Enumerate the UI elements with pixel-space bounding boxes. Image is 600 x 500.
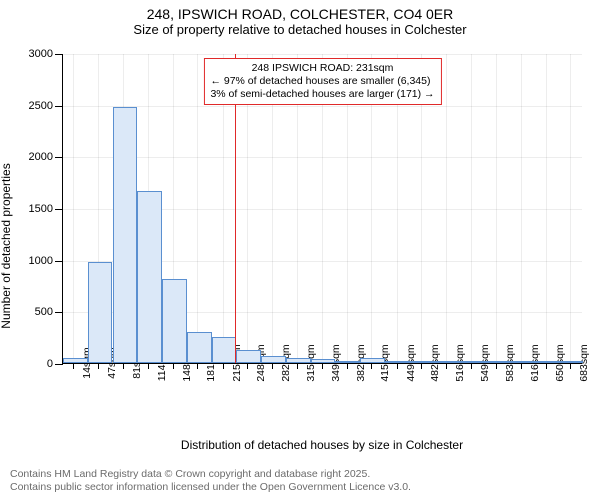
histogram-bar xyxy=(63,358,88,363)
plot-region: 05001000150020002500300014sqm47sqm81sqm1… xyxy=(62,54,582,364)
annotation-line-3: 3% of semi-detached houses are larger (1… xyxy=(210,88,434,101)
footer-attribution: Contains HM Land Registry data © Crown c… xyxy=(10,468,411,494)
x-tick-label: 449sqm xyxy=(397,344,417,381)
histogram-bar xyxy=(88,262,113,363)
footer-line-1: Contains HM Land Registry data © Crown c… xyxy=(10,468,411,481)
title-main: 248, IPSWICH ROAD, COLCHESTER, CO4 0ER xyxy=(0,6,600,22)
histogram-bar xyxy=(113,107,138,363)
y-tick-label: 1500 xyxy=(29,203,63,215)
x-tick-label: 549sqm xyxy=(471,344,491,381)
histogram-bar xyxy=(533,361,558,363)
x-tick-label: 349sqm xyxy=(322,344,342,381)
histogram-bar xyxy=(484,361,509,363)
title-sub: Size of property relative to detached ho… xyxy=(0,22,600,37)
gridline-v xyxy=(197,54,198,363)
x-tick-label: 382sqm xyxy=(347,344,367,381)
histogram-bar xyxy=(459,361,484,363)
x-tick-label: 482sqm xyxy=(421,344,441,381)
gridline-v xyxy=(521,54,522,363)
x-tick-label: 583sqm xyxy=(496,344,516,381)
y-axis-label: Number of detached properties xyxy=(0,163,13,328)
y-tick-label: 3000 xyxy=(29,48,63,60)
histogram-bar xyxy=(385,361,410,363)
histogram-bar xyxy=(137,191,162,363)
histogram-bar xyxy=(286,358,311,363)
histogram-bar xyxy=(410,361,435,363)
x-axis-label: Distribution of detached houses by size … xyxy=(62,438,582,452)
annotation-box: 248 IPSWICH ROAD: 231sqm ← 97% of detach… xyxy=(203,58,441,105)
x-tick-label: 315sqm xyxy=(297,344,317,381)
x-tick-label: 683sqm xyxy=(570,344,590,381)
histogram-bar xyxy=(187,332,212,363)
y-tick-label: 0 xyxy=(47,358,63,370)
y-tick-label: 1000 xyxy=(29,255,63,267)
histogram-bar xyxy=(558,361,583,363)
histogram-bar xyxy=(162,279,187,363)
gridline-v xyxy=(73,54,74,363)
y-tick-label: 500 xyxy=(35,306,63,318)
gridline-v xyxy=(446,54,447,363)
histogram-bar xyxy=(212,337,237,363)
annotation-line-2: ← 97% of detached houses are smaller (6,… xyxy=(210,75,434,88)
gridline-v xyxy=(546,54,547,363)
x-tick-label: 415sqm xyxy=(371,344,391,381)
y-tick-label: 2500 xyxy=(29,100,63,112)
x-tick-label: 616sqm xyxy=(521,344,541,381)
annotation-line-1: 248 IPSWICH ROAD: 231sqm xyxy=(210,62,434,75)
histogram-bar xyxy=(434,361,459,363)
histogram-bar xyxy=(335,361,360,363)
gridline-v xyxy=(496,54,497,363)
histogram-bar xyxy=(311,359,336,363)
x-tick-label: 650sqm xyxy=(546,344,566,381)
histogram-bar xyxy=(509,361,534,363)
x-tick-label: 282sqm xyxy=(272,344,292,381)
x-tick-label: 516sqm xyxy=(446,344,466,381)
histogram-bar xyxy=(236,350,261,363)
footer-line-2: Contains public sector information licen… xyxy=(10,481,411,494)
chart-area: Number of detached properties 0500100015… xyxy=(0,46,600,446)
title-block: 248, IPSWICH ROAD, COLCHESTER, CO4 0ER S… xyxy=(0,0,600,37)
gridline-v xyxy=(570,54,571,363)
histogram-bar xyxy=(360,358,385,363)
gridline-v xyxy=(471,54,472,363)
y-tick-label: 2000 xyxy=(29,151,63,163)
histogram-bar xyxy=(261,356,286,363)
